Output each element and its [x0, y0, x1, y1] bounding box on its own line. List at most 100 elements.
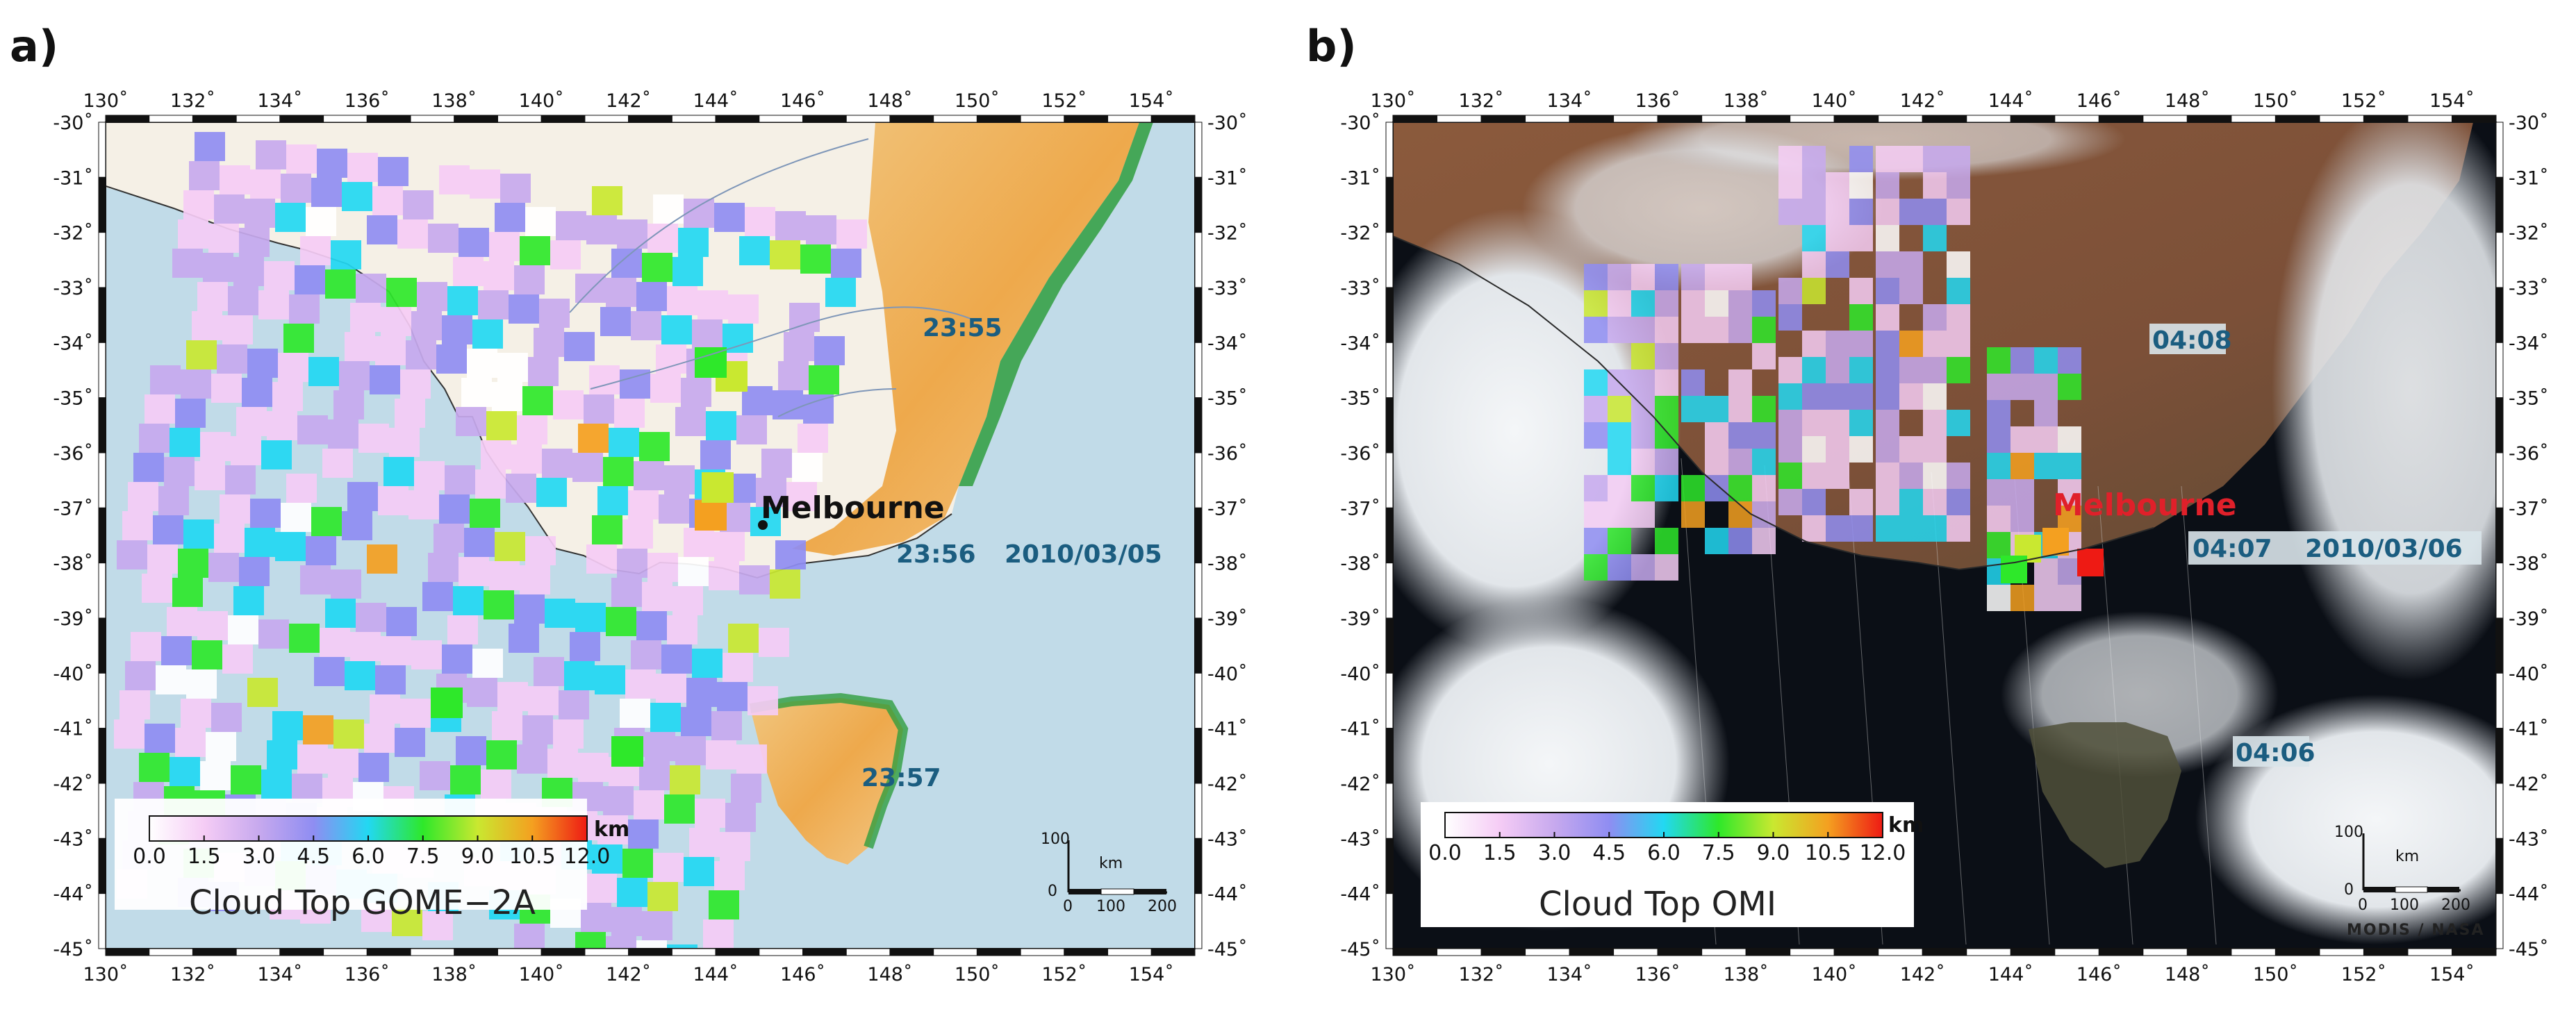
lon-label-bottom-a: 150˚ [955, 964, 1000, 985]
lon-label-top-a: 140˚ [519, 90, 564, 112]
lat-label-left-a: -38˚ [53, 553, 93, 575]
lat-label-right-b: -40˚ [2509, 663, 2549, 685]
lat-label-left-a: -34˚ [53, 333, 93, 354]
lon-label-top-b: 138˚ [1724, 90, 1769, 112]
lon-label-bottom-b: 144˚ [1988, 964, 2033, 985]
lon-label-top-b: 142˚ [1900, 90, 1945, 112]
lat-label-right-b: -41˚ [2509, 719, 2549, 740]
lon-label-top-a: 146˚ [780, 90, 825, 112]
lat-label-right-a: -32˚ [1207, 223, 1248, 244]
lon-label-top-b: 134˚ [1547, 90, 1592, 112]
colorbar-tick: 12.0 [564, 844, 611, 869]
colorbar-b-unit: km [1888, 813, 1924, 838]
panel-a-time-1: 23:55 [923, 314, 1002, 342]
lat-label-right-a: -42˚ [1207, 774, 1248, 795]
scalebar-a-tick-0: 0 [1063, 898, 1073, 915]
lat-label-right-b: -39˚ [2509, 608, 2549, 630]
panel-b-date: 2010/03/06 [2305, 535, 2463, 563]
lon-label-top-b: 140˚ [1812, 90, 1857, 112]
lon-label-top-b: 130˚ [1370, 90, 1415, 112]
lat-label-left-a: -44˚ [53, 884, 93, 906]
lat-label-right-b: -38˚ [2509, 553, 2549, 575]
lat-label-left-b: -31˚ [1340, 167, 1380, 189]
tasmania-satellite [2029, 722, 2181, 868]
frame-ticks-a [98, 115, 1203, 956]
lon-label-bottom-a: 146˚ [780, 964, 825, 985]
lon-label-top-b: 152˚ [2341, 90, 2386, 112]
panel-b-credit: MODIS / NASA [2347, 922, 2485, 939]
panel-a-letter: a) [10, 21, 58, 72]
lat-label-right-a: -43˚ [1207, 828, 1248, 850]
lat-label-left-b: -35˚ [1340, 388, 1380, 410]
lat-label-right-b: -33˚ [2509, 278, 2549, 299]
lat-label-right-b: -44˚ [2509, 884, 2549, 906]
se-highlands [792, 122, 1139, 556]
colorbar-tick: 12.0 [1860, 841, 1906, 865]
lat-label-left-b: -39˚ [1340, 608, 1380, 630]
panel-b-time-3: 04:06 [2236, 739, 2315, 767]
lat-label-right-b: -31˚ [2509, 167, 2549, 189]
lat-label-right-a: -30˚ [1207, 113, 1248, 134]
lat-label-right-a: -33˚ [1207, 278, 1248, 299]
lat-label-left-b: -33˚ [1340, 278, 1380, 299]
panel-b: b) [1306, 21, 2504, 956]
lon-label-top-b: 154˚ [2429, 90, 2475, 112]
lat-label-left-a: -45˚ [53, 939, 93, 960]
lat-label-left-b: -45˚ [1340, 939, 1380, 960]
scalebar-a-tick-1: 100 [1096, 898, 1125, 915]
lat-label-right-a: -45˚ [1207, 939, 1248, 960]
lat-label-left-a: -35˚ [53, 388, 93, 410]
lon-label-top-b: 150˚ [2253, 90, 2298, 112]
frame-ticks-b [1385, 115, 2504, 956]
lon-label-bottom-a: 144˚ [693, 964, 738, 985]
scalebar-b-zero: 0 [2344, 881, 2354, 899]
lat-label-right-a: -44˚ [1207, 884, 1248, 906]
lon-label-top-a: 142˚ [606, 90, 651, 112]
scalebar-a-zero: 0 [1048, 883, 1057, 900]
lat-label-left-a: -40˚ [53, 663, 93, 685]
colorbar-tick: 6.0 [352, 844, 385, 869]
colorbar-tick: 3.0 [242, 844, 276, 869]
colorbar-tick: 9.0 [461, 844, 495, 869]
lat-label-left-a: -39˚ [53, 608, 93, 630]
colorbar-tick: 4.5 [297, 844, 330, 869]
lon-label-bottom-a: 142˚ [606, 964, 651, 985]
lon-label-bottom-a: 132˚ [170, 964, 215, 985]
scalebar-b-tick-1: 100 [2390, 897, 2419, 914]
lon-label-top-a: 148˚ [867, 90, 912, 112]
scalebar-a-unit: km [1099, 855, 1123, 872]
lon-label-bottom-b: 132˚ [1459, 964, 1504, 985]
lon-label-top-a: 144˚ [693, 90, 738, 112]
panel-b-letter: b) [1306, 21, 1357, 72]
lat-label-left-b: -32˚ [1340, 223, 1380, 244]
panel-b-title: Cloud Top OMI [1539, 885, 1776, 924]
lon-label-bottom-b: 148˚ [2165, 964, 2210, 985]
lat-label-left-a: -41˚ [53, 719, 93, 740]
lon-label-top-b: 148˚ [2165, 90, 2210, 112]
lat-label-right-a: -40˚ [1207, 663, 1248, 685]
colorbar-tick: 7.5 [1702, 841, 1735, 865]
colorbar-a: km 0.0 1.5 3.0 4.5 6.0 7.5 9.0 10.5 12.0 Cloud T… [115, 799, 629, 922]
lat-label-left-a: -32˚ [53, 223, 93, 244]
melbourne-marker-a [758, 520, 768, 530]
lon-label-top-a: 132˚ [170, 90, 215, 112]
lon-label-bottom-a: 152˚ [1041, 964, 1087, 985]
lon-label-bottom-a: 154˚ [1129, 964, 1174, 985]
lat-label-right-b: -45˚ [2509, 939, 2549, 960]
colorbar-a-unit: km [594, 817, 629, 842]
lat-label-left-b: -43˚ [1340, 828, 1380, 850]
lon-label-bottom-b: 136˚ [1635, 964, 1681, 985]
lat-label-left-a: -33˚ [53, 278, 93, 299]
lon-label-bottom-b: 154˚ [2429, 964, 2475, 985]
cloud-pixels-a [114, 132, 867, 949]
colorbar-tick: 3.0 [1538, 841, 1571, 865]
lat-label-right-b: -37˚ [2509, 498, 2549, 519]
lat-label-left-b: -37˚ [1340, 498, 1380, 519]
lat-label-left-b: -42˚ [1340, 774, 1380, 795]
colorbar-tick: 1.5 [1483, 841, 1517, 865]
lat-label-left-b: -30˚ [1340, 113, 1380, 134]
lon-label-bottom-b: 146˚ [2077, 964, 2122, 985]
panel-b-time-2: 04:07 [2193, 535, 2272, 563]
lat-label-right-a: -35˚ [1207, 388, 1248, 410]
panel-a-date: 2010/03/05 [1005, 540, 1162, 569]
